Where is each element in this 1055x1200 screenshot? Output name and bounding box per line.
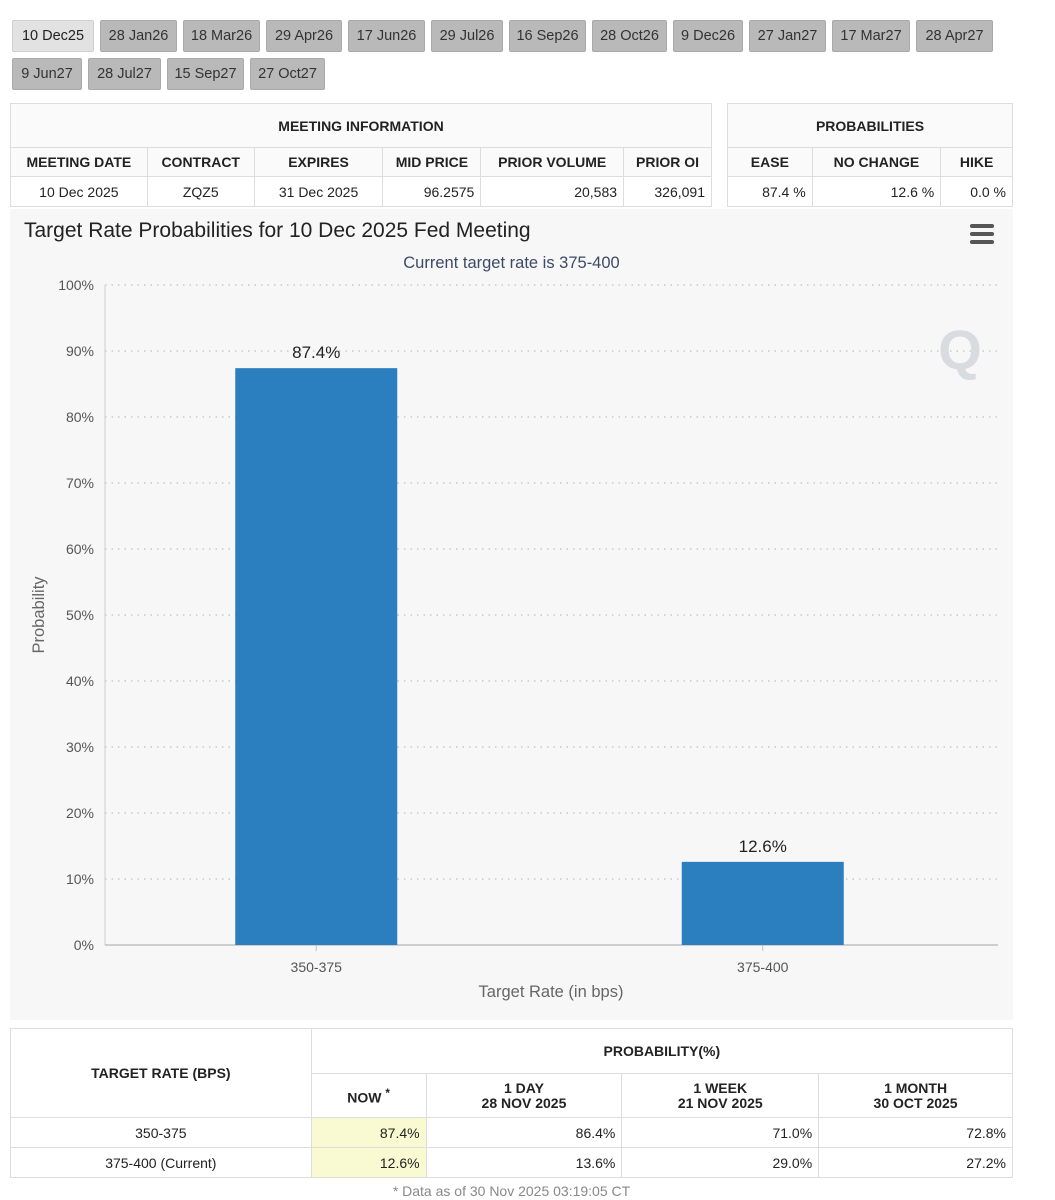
- now-value-cell: 87.4%: [310, 1117, 427, 1148]
- tab-18-mar26[interactable]: 18 Mar26: [183, 20, 260, 52]
- one-day-value-cell: 13.6%: [425, 1147, 623, 1178]
- y-axis-title: Probability: [30, 576, 48, 654]
- tab-28-apr27[interactable]: 28 Apr27: [916, 20, 993, 52]
- bar-chart: 0% 10% 20% 30% 40% 50% 60% 70% 80% 90% 100% Q 87.4% 3…: [30, 277, 998, 1001]
- watermark-logo: Q: [938, 318, 982, 381]
- y-tick-label: 80%: [66, 409, 94, 425]
- table-row: 350-375 87.4% 86.4% 71.0% 72.8%: [10, 1117, 1013, 1148]
- one-month-date: 30 OCT 2025: [873, 1094, 958, 1111]
- one-month-column-header: 1 MONTH 30 OCT 2025: [818, 1073, 1013, 1118]
- prior-oi-header: PRIOR OI: [623, 147, 712, 177]
- target-rate-cell: 375-400 (Current): [10, 1147, 312, 1178]
- expires-header: EXPIRES: [253, 147, 384, 177]
- one-day-column-header: 1 DAY 28 NOV 2025: [425, 1073, 623, 1118]
- tab-29-apr26[interactable]: 29 Apr26: [266, 20, 342, 52]
- meeting-date-value: 10 Dec 2025: [10, 176, 148, 207]
- x-tick-label: 350-375: [291, 959, 343, 975]
- one-week-value-cell: 71.0%: [621, 1117, 820, 1148]
- y-tick-label: 30%: [66, 739, 94, 755]
- prior-volume-value: 20,583: [480, 176, 625, 207]
- x-tick-label: 375-400: [737, 959, 789, 975]
- prior-oi-value: 326,091: [623, 176, 712, 207]
- meeting-information-table: MEETING INFORMATION MEETING DATE CONTRAC…: [10, 103, 712, 207]
- tab-17-mar27[interactable]: 17 Mar27: [832, 20, 910, 52]
- one-week-label: 1 WEEK: [693, 1079, 748, 1096]
- y-tick-label: 70%: [66, 475, 94, 491]
- tab-28-oct26[interactable]: 28 Oct26: [592, 20, 667, 52]
- one-month-value-cell: 27.2%: [818, 1147, 1013, 1178]
- chart-menu-icon[interactable]: [970, 224, 994, 245]
- one-day-label: 1 DAY: [504, 1079, 544, 1096]
- x-axis-title: Target Rate (in bps): [479, 983, 624, 1001]
- y-tick-label: 60%: [66, 541, 94, 557]
- hike-header: HIKE: [940, 147, 1013, 177]
- prior-volume-header: PRIOR VOLUME: [480, 147, 625, 177]
- target-rate-header: TARGET RATE (BPS): [10, 1028, 312, 1118]
- chart-title: Target Rate Probabilities for 10 Dec 202…: [24, 219, 531, 242]
- tab-17-jun26[interactable]: 17 Jun26: [348, 20, 425, 52]
- y-tick-label: 20%: [66, 805, 94, 821]
- chart-subtitle: Current target rate is 375-400: [403, 254, 620, 272]
- bar: [681, 861, 844, 945]
- target-rate-cell: 350-375: [10, 1117, 312, 1148]
- one-month-value-cell: 72.8%: [818, 1117, 1013, 1148]
- probability-history-table: TARGET RATE (BPS) PROBABILITY(%) NOW * 1…: [10, 1028, 1014, 1178]
- y-tick-label: 90%: [66, 343, 94, 359]
- no-change-value: 12.6 %: [811, 176, 942, 207]
- y-tick-label: 100%: [58, 277, 94, 293]
- one-week-column-header: 1 WEEK 21 NOV 2025: [621, 1073, 820, 1118]
- tab-9-dec26[interactable]: 9 Dec26: [673, 20, 743, 52]
- chart-panel: Target Rate Probabilities for 10 Dec 202…: [10, 209, 1013, 1020]
- meeting-date-header: MEETING DATE: [10, 147, 148, 177]
- hike-value: 0.0 %: [940, 176, 1013, 207]
- tab-28-jul27[interactable]: 28 Jul27: [88, 58, 161, 90]
- ease-value: 87.4 %: [727, 176, 813, 207]
- tab-27-jan27[interactable]: 27 Jan27: [749, 20, 826, 52]
- tab-29-jul26[interactable]: 29 Jul26: [431, 20, 503, 52]
- tab-27-oct27[interactable]: 27 Oct27: [250, 58, 325, 90]
- y-tick-label: 0%: [74, 937, 94, 953]
- now-value-cell: 12.6%: [310, 1147, 427, 1178]
- probabilities-title: PROBABILITIES: [727, 103, 1013, 148]
- meeting-information-title: MEETING INFORMATION: [10, 103, 712, 148]
- no-change-header: NO CHANGE: [811, 147, 942, 177]
- tab-10-dec25[interactable]: 10 Dec25: [12, 20, 94, 52]
- bar: [235, 368, 398, 945]
- y-tick-label: 10%: [66, 871, 94, 887]
- ease-header: EASE: [727, 147, 813, 177]
- mid-price-value: 96.2575: [382, 176, 482, 207]
- y-tick-label: 50%: [66, 607, 94, 623]
- one-day-value-cell: 86.4%: [425, 1117, 623, 1148]
- data-timestamp-footnote: * Data as of 30 Nov 2025 03:19:05 CT: [392, 1183, 631, 1199]
- contract-value: ZQZ5: [146, 176, 255, 207]
- probabilities-table: PROBABILITIES EASE NO CHANGE HIKE 87.4 %…: [727, 103, 1013, 207]
- one-week-date: 21 NOV 2025: [677, 1094, 763, 1111]
- now-column-header: NOW *: [310, 1073, 427, 1118]
- tab-15-sep27[interactable]: 15 Sep27: [167, 58, 244, 90]
- tab-row-1: 10 Dec25 28 Jan26 18 Mar26 29 Apr26 17 J…: [12, 20, 1012, 52]
- tab-row-2: 9 Jun27 28 Jul27 15 Sep27 27 Oct27: [12, 58, 1012, 90]
- tab-16-sep26[interactable]: 16 Sep26: [509, 20, 586, 52]
- meeting-tabs: 10 Dec25 28 Jan26 18 Mar26 29 Apr26 17 J…: [12, 20, 1012, 96]
- expires-value: 31 Dec 2025: [253, 176, 384, 207]
- y-tick-label: 40%: [66, 673, 94, 689]
- tab-9-jun27[interactable]: 9 Jun27: [12, 58, 82, 90]
- data-label: 87.4%: [292, 343, 340, 362]
- contract-header: CONTRACT: [146, 147, 255, 177]
- one-week-value-cell: 29.0%: [621, 1147, 820, 1178]
- now-marker: *: [385, 1086, 390, 1100]
- mid-price-header: MID PRICE: [382, 147, 482, 177]
- data-label: 12.6%: [739, 837, 787, 856]
- now-label: NOW: [347, 1089, 382, 1106]
- table-row: 375-400 (Current) 12.6% 13.6% 29.0% 27.2…: [10, 1147, 1013, 1178]
- one-day-date: 28 NOV 2025: [481, 1094, 567, 1111]
- one-month-label: 1 MONTH: [884, 1079, 948, 1096]
- tab-28-jan26[interactable]: 28 Jan26: [100, 20, 177, 52]
- probability-header: PROBABILITY(%): [310, 1028, 1014, 1074]
